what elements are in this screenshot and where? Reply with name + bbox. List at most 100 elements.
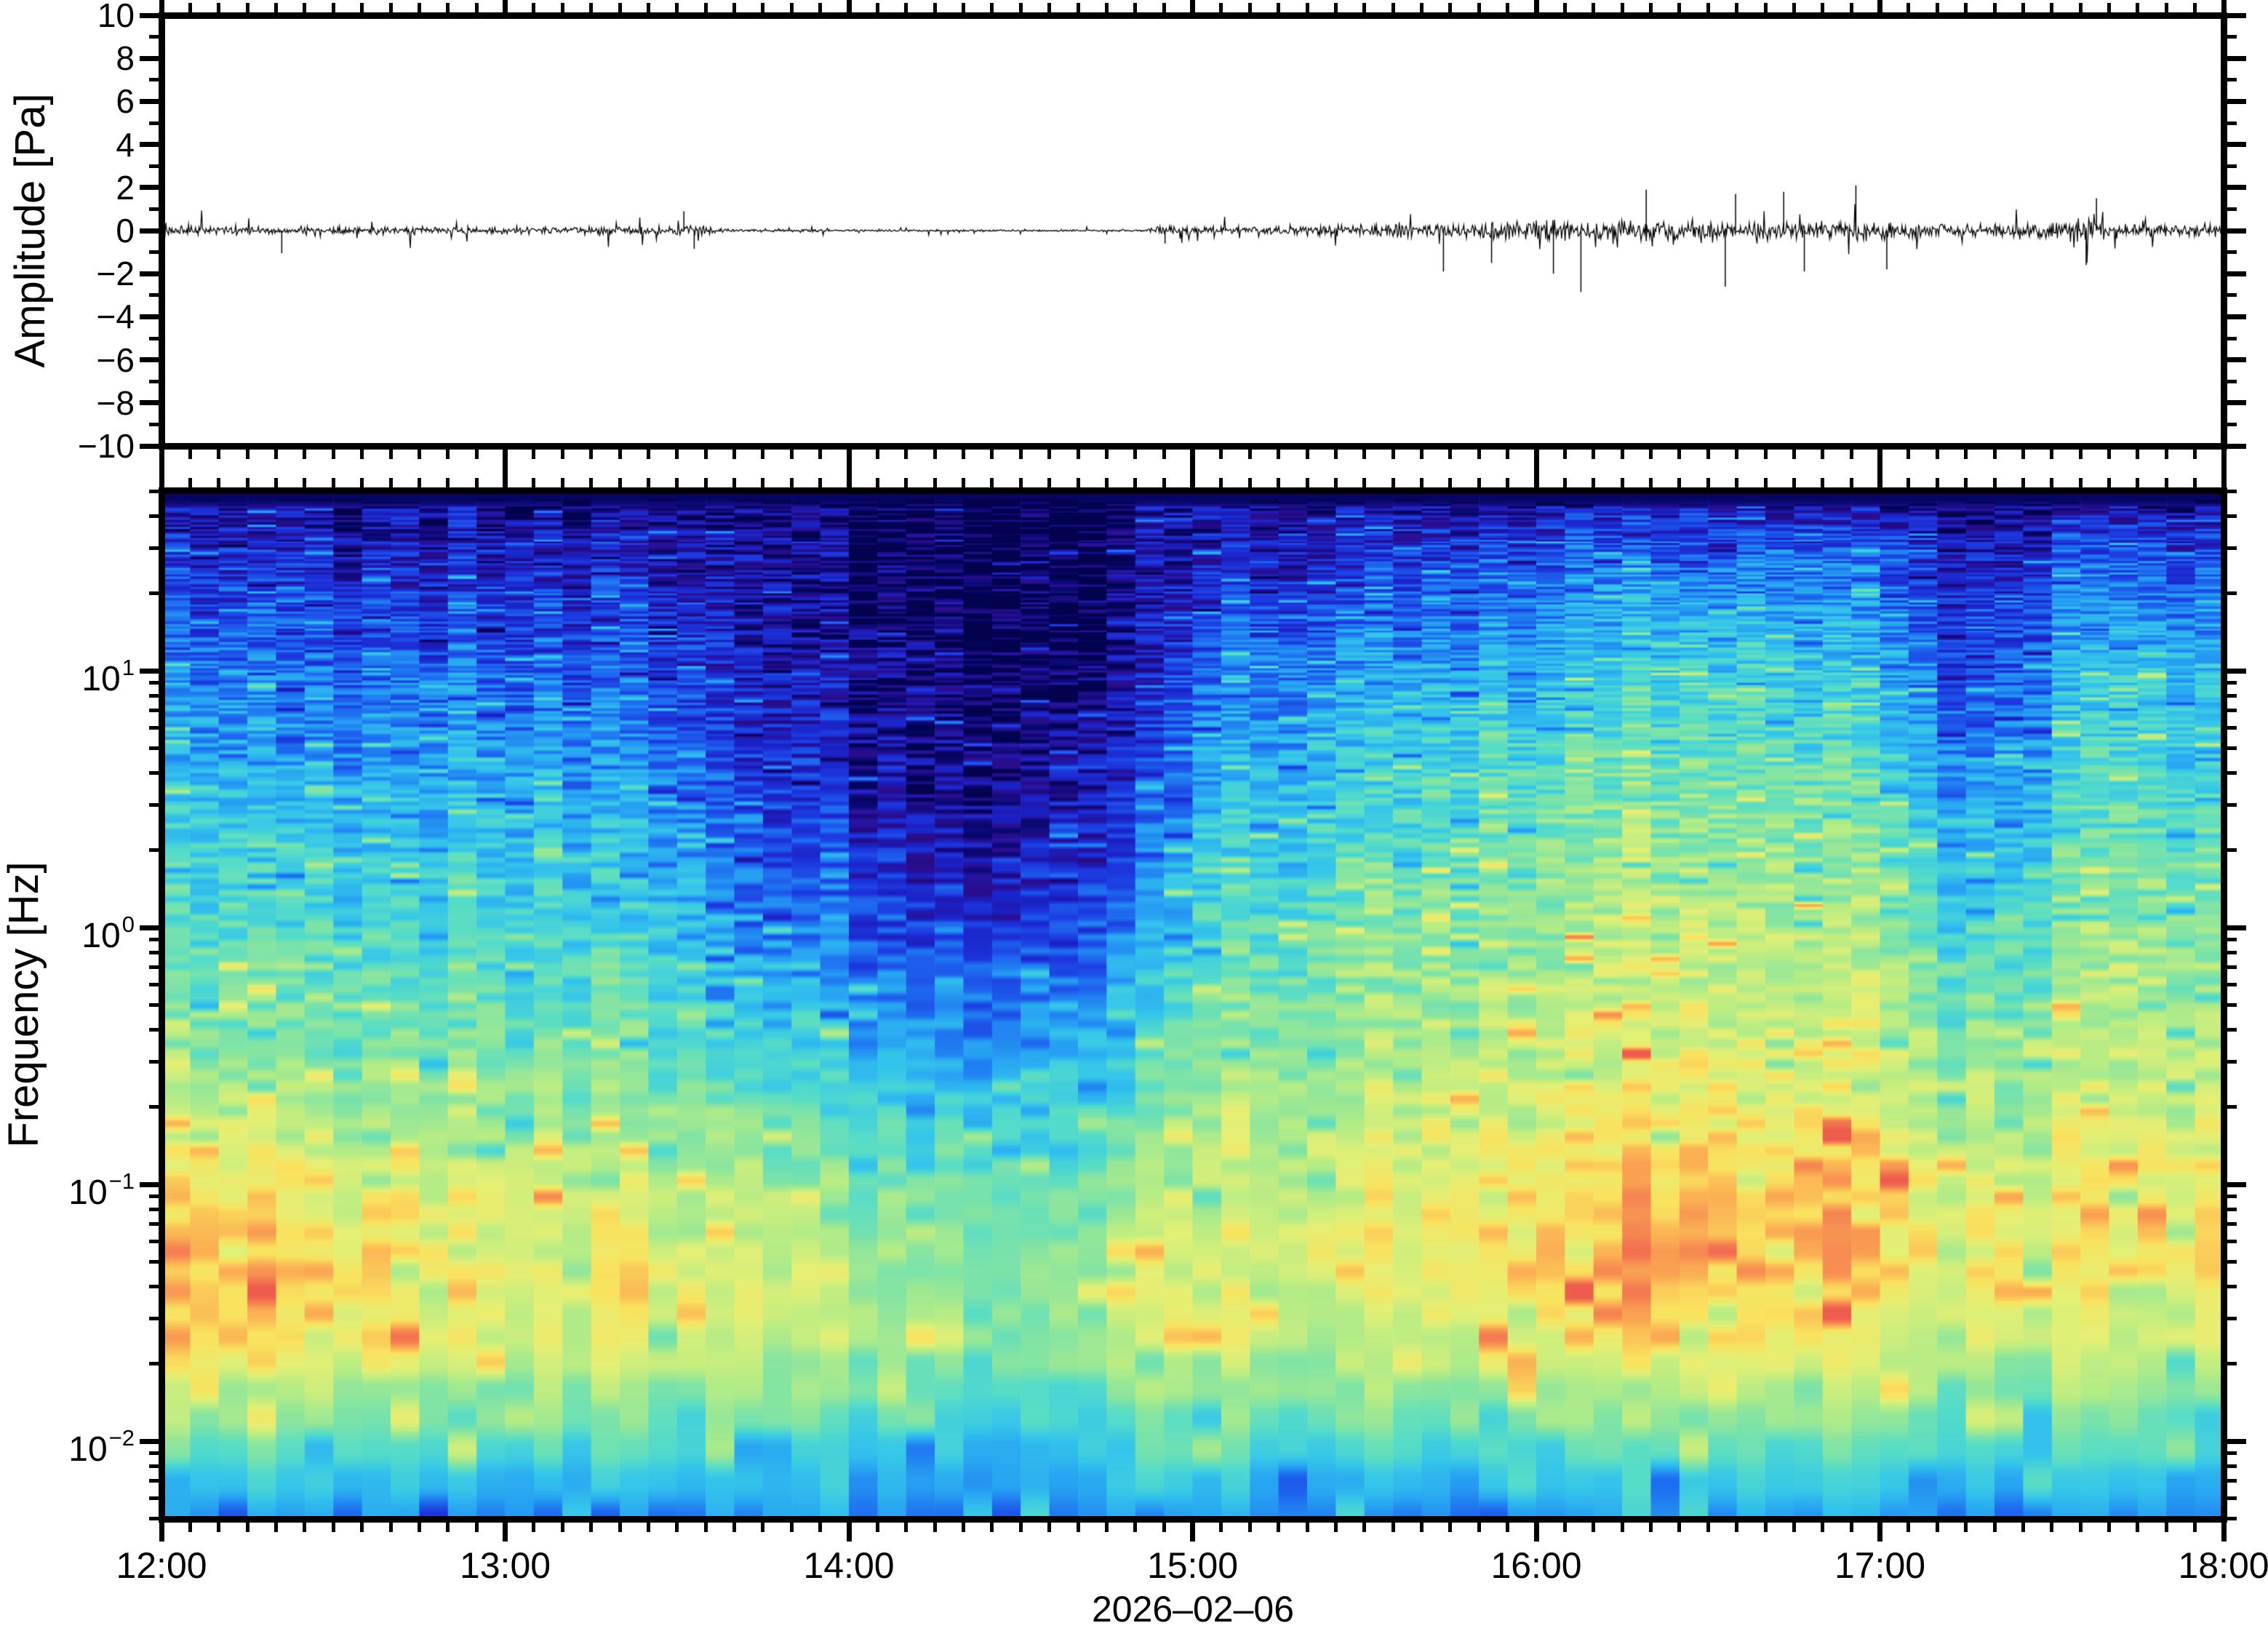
axis-tick [331, 449, 335, 459]
axis-tick [732, 1522, 736, 1532]
axis-tick [148, 379, 159, 383]
axis-tick [1877, 1522, 1882, 1542]
axis-tick [1305, 1522, 1309, 1532]
axis-tick [560, 2, 564, 12]
axis-tick [503, 449, 508, 468]
axis-tick [139, 1181, 159, 1187]
axis-tick [1562, 477, 1567, 487]
axis-tick [474, 2, 479, 12]
axis-tick [148, 693, 159, 698]
axis-tick [148, 164, 159, 168]
axis-tick [962, 449, 965, 459]
axis-tick [2227, 379, 2237, 383]
axis-tick [1677, 2, 1682, 12]
axis-tick [1247, 449, 1252, 459]
axis-tick [1649, 449, 1653, 459]
axis-tick [139, 314, 159, 319]
axis-tick [1906, 449, 1911, 459]
axis-tick [1104, 1522, 1109, 1532]
axis-tick [1620, 1522, 1624, 1532]
axis-tick [1763, 449, 1768, 459]
axis-tick [1620, 477, 1624, 487]
axis-tick [875, 477, 879, 487]
axis-tick [618, 2, 622, 12]
axis-tick [1792, 477, 1796, 487]
plot-frame [158, 487, 2227, 494]
axis-tick [1133, 2, 1138, 12]
axis-tick [2107, 477, 2111, 487]
axis-tick [1133, 477, 1138, 487]
axis-tick [139, 142, 159, 148]
axis-tick [1391, 1522, 1395, 1532]
axis-tick [2193, 449, 2197, 459]
axis-tick [1877, 449, 1882, 468]
axis-tick [1420, 2, 1424, 12]
amplitude-tick-label: −2 [96, 255, 135, 293]
axis-tick [2227, 925, 2246, 930]
axis-tick [2227, 314, 2246, 319]
axis-tick [1448, 477, 1453, 487]
time-tick-label: 14:00 [803, 1545, 895, 1586]
axis-tick [1247, 2, 1252, 12]
axis-tick [245, 449, 249, 459]
axis-tick [1506, 477, 1510, 487]
axis-tick [1420, 1522, 1424, 1532]
axis-tick [148, 1317, 159, 1321]
axis-tick [933, 1522, 937, 1532]
axis-tick [2164, 2, 2168, 12]
axis-tick [2227, 1239, 2237, 1243]
axis-tick [148, 937, 159, 941]
axis-tick [188, 2, 192, 12]
axis-tick [188, 1522, 192, 1532]
axis-tick [1906, 477, 1911, 487]
axis-tick [2221, 449, 2227, 468]
axis-tick [139, 228, 159, 234]
axis-tick [1076, 1522, 1080, 1532]
axis-tick [2227, 228, 2246, 234]
axis-tick [560, 477, 564, 487]
axis-tick [148, 680, 159, 685]
axis-tick [148, 746, 159, 750]
axis-tick [1906, 1522, 1911, 1532]
axis-tick [188, 477, 192, 487]
axis-tick [589, 477, 594, 487]
axis-tick [2078, 2, 2083, 12]
axis-tick [188, 449, 192, 459]
axis-tick [1076, 477, 1080, 487]
axis-tick [846, 468, 852, 487]
axis-tick [148, 1259, 159, 1264]
axis-tick [148, 121, 159, 125]
axis-tick [2078, 449, 2083, 459]
axis-tick [1333, 1522, 1338, 1532]
axis-tick [1362, 2, 1367, 12]
axis-tick [2227, 1438, 2246, 1444]
axis-tick [1877, 0, 1882, 12]
axis-tick [2227, 668, 2246, 674]
axis-tick [2227, 357, 2246, 363]
axis-tick [1277, 1522, 1281, 1532]
axis-tick [962, 2, 965, 12]
axis-tick [1333, 449, 1338, 459]
axis-tick [446, 449, 450, 459]
axis-tick [2227, 185, 2246, 191]
axis-tick [2227, 1464, 2237, 1468]
plot-frame [158, 1515, 2227, 1523]
axis-tick [1649, 477, 1653, 487]
axis-tick [1562, 1522, 1567, 1532]
axis-tick [446, 2, 450, 12]
axis-tick [159, 468, 164, 487]
axis-tick [846, 0, 852, 12]
axis-tick [1506, 449, 1510, 459]
axis-tick [1849, 477, 1853, 487]
axis-tick [2227, 293, 2237, 298]
axis-tick [846, 449, 852, 468]
axis-tick [2193, 477, 2197, 487]
axis-tick [1792, 1522, 1796, 1532]
axis-tick [2227, 965, 2237, 970]
axis-tick [1162, 2, 1166, 12]
axis-tick [560, 1522, 564, 1532]
axis-tick [2221, 0, 2227, 12]
axis-tick [2227, 78, 2237, 82]
axis-tick [1133, 449, 1138, 459]
axis-tick [2227, 121, 2237, 125]
